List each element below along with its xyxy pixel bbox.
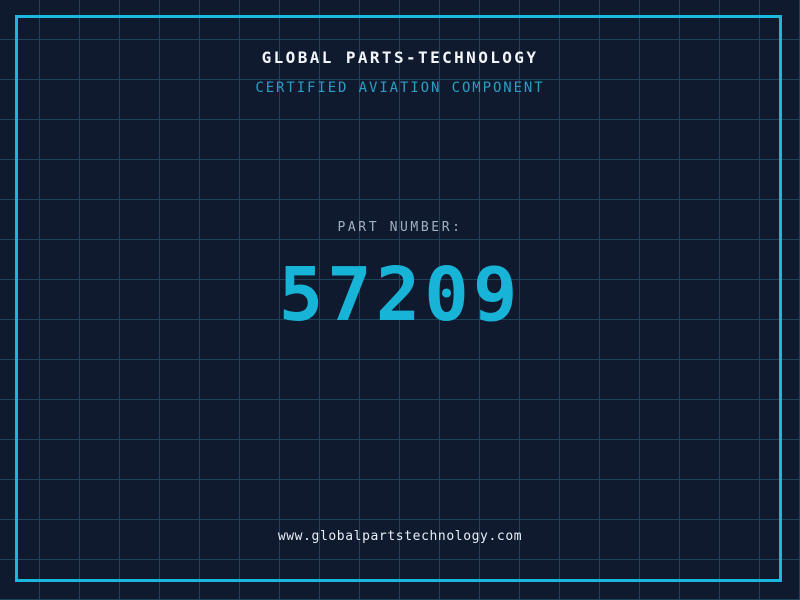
company-name: GLOBAL PARTS-TECHNOLOGY bbox=[261, 48, 539, 67]
website-url: www.globalpartstechnology.com bbox=[277, 529, 523, 544]
part-number-label: PART NUMBER: bbox=[337, 220, 463, 235]
part-number-value: 57209 bbox=[278, 252, 522, 338]
company-tagline: CERTIFIED AVIATION COMPONENT bbox=[255, 80, 545, 96]
